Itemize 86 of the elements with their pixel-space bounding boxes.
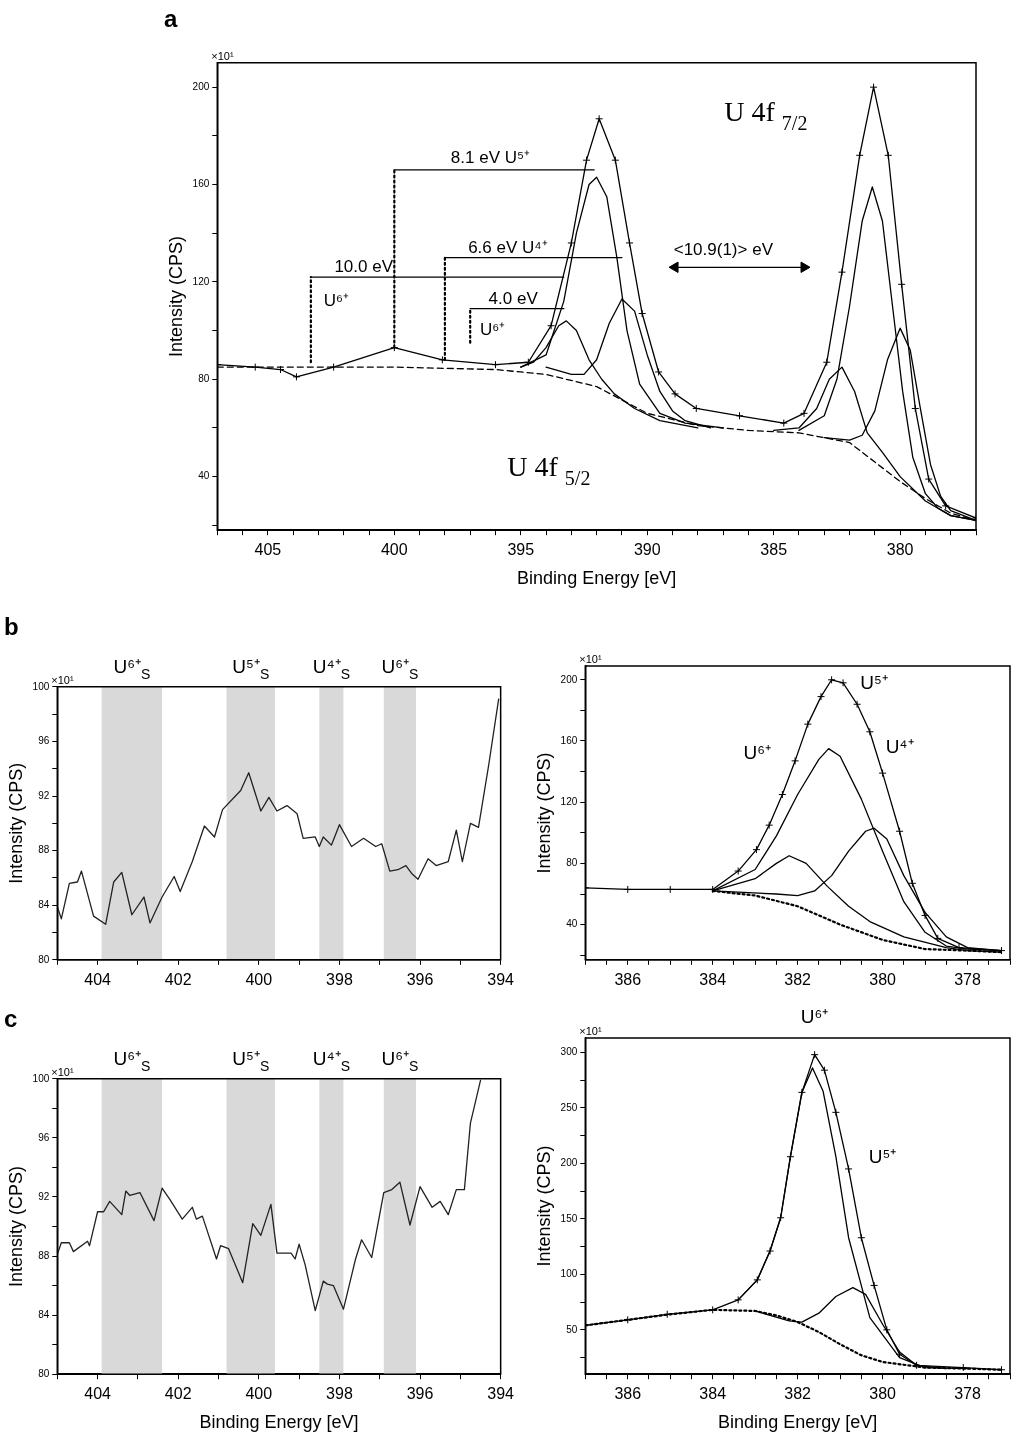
x-tick-label: 386 [614,1385,642,1403]
x-tick-label: 380 [869,1385,897,1403]
x-tick-label: 396 [406,1385,434,1403]
annotation: <10.9(1)> eV [673,239,774,259]
x-tick-label: 400 [245,1385,273,1403]
y-tick-label: 200 [560,673,578,685]
text: ×10¹ [579,1025,602,1037]
chart-title: a [164,5,178,33]
x-axis-title: Binding Energy [eV] [718,1412,878,1433]
x-tick-label: 404 [84,1385,112,1403]
y-tick-label: 160 [192,178,210,190]
annotation: U⁶⁺ [480,320,506,340]
y-tick-label: 80 [566,857,578,869]
y-tick-label: 80 [38,1367,50,1379]
x-tick-label: 380 [886,541,914,559]
y-tick-label: 96 [38,735,50,747]
y-tick-label: 200 [560,1157,578,1169]
annotation: 10.0 eV [334,257,394,277]
annotation: 6.6 eV U⁴⁺ [468,237,548,257]
text: ×10¹ [51,1065,74,1078]
y-tick-label: 160 [560,734,578,746]
x-tick-label: 400 [245,970,273,988]
y-axis-title: Intensity (CPS) [165,235,186,358]
y-axis-title: Intensity (CPS) [5,1165,26,1288]
x-tick-label: 405 [254,541,282,559]
x-tick-label: 396 [406,970,434,988]
annotation: 4.0 eV [488,288,539,308]
chart-title: c [4,1005,18,1033]
y-tick-label: 80 [38,953,50,965]
y-axis-title: Intensity (CPS) [5,762,26,884]
y-tick-label: 88 [38,844,50,856]
x-tick-label: 394 [487,1385,515,1403]
y-axis-title: Intensity (CPS) [533,1145,554,1267]
y-tick-label: 96 [38,1131,50,1143]
x-tick-label: 402 [164,1385,192,1403]
annotation: U 4f 7/2 [724,96,808,134]
text: ×10¹ [211,49,234,62]
annotation: U⁴⁺ [885,736,914,758]
y-tick-label: 92 [38,789,50,801]
y-tick-label: 84 [38,1308,50,1320]
y-tick-label: 40 [198,470,210,482]
y-tick-label: 150 [560,1212,578,1224]
y-tick-label: 250 [560,1101,578,1113]
y-tick-label: 50 [566,1323,578,1335]
y-tick-label: 84 [38,898,50,910]
y-tick-label: 120 [192,275,210,287]
annotation: U⁶⁺ [743,742,772,764]
y-tick-label: 100 [32,1072,50,1084]
x-tick-label: 395 [507,541,535,559]
x-tick-label: 386 [614,970,642,988]
x-tick-label: 398 [326,1385,353,1403]
x-axis-title: Binding Energy [eV] [199,1412,359,1433]
x-tick-label: 394 [487,970,515,988]
x-tick-label: 404 [84,970,112,988]
annotation: U⁵⁺ [860,671,888,693]
x-tick-label: 384 [699,1385,727,1403]
x-tick-label: 398 [326,970,353,988]
x-tick-label: 385 [760,541,788,559]
y-tick-label: 300 [560,1046,578,1058]
y-tick-label: 40 [566,918,578,930]
x-tick-label: 382 [784,1385,812,1403]
x-tick-label: 390 [633,541,661,559]
y-tick-label: 88 [38,1249,50,1261]
y-tick-label: 100 [560,1268,578,1280]
x-tick-label: 382 [784,970,812,988]
y-tick-label: 200 [192,80,210,92]
x-tick-label: 380 [869,970,897,988]
x-tick-label: 402 [164,970,192,988]
x-tick-label: 384 [699,970,727,988]
y-tick-label: 92 [38,1190,50,1202]
x-axis-title: Binding Energy [eV] [517,568,677,589]
annotation: U⁶⁺ [323,291,350,311]
text: ×10¹ [579,653,602,665]
x-tick-label: 378 [954,1385,981,1403]
y-axis-title: Intensity (CPS) [533,752,554,874]
chart-title: b [4,613,19,641]
annotation: U⁵⁺ [868,1146,897,1168]
text: U⁶⁺ [800,1005,829,1027]
y-tick-label: 120 [560,795,578,807]
y-tick-label: 80 [198,373,210,385]
text: ×10¹ [51,673,74,686]
annotation: U 4f 5/2 [507,451,591,489]
y-tick-label: 100 [32,680,50,692]
x-tick-label: 378 [954,970,981,988]
x-tick-label: 400 [380,541,408,559]
annotation: 8.1 eV U⁵⁺ [450,147,531,167]
